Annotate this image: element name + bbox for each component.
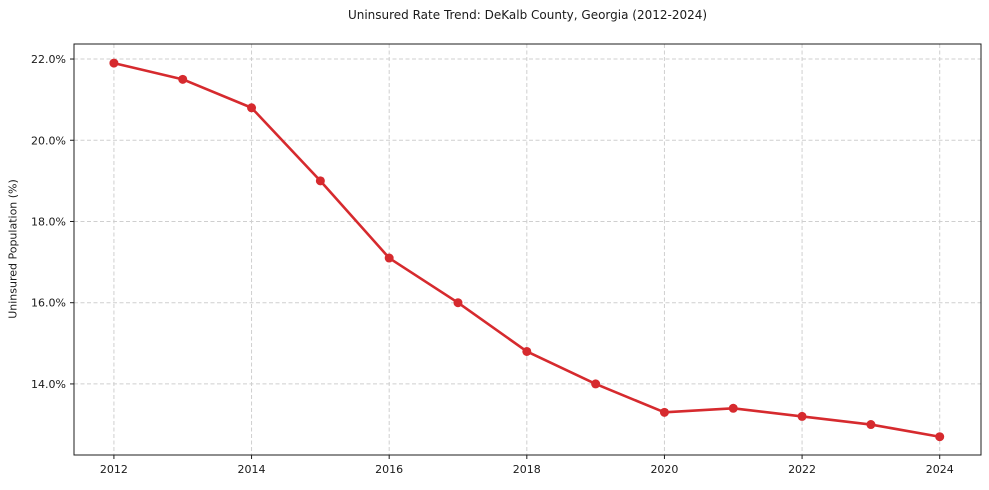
x-tick-label: 2012: [100, 463, 128, 476]
x-tick-label: 2022: [788, 463, 816, 476]
data-point-2024: [935, 432, 945, 442]
data-point-2022: [797, 411, 807, 421]
chart-title: Uninsured Rate Trend: DeKalb County, Geo…: [347, 8, 708, 22]
y-tick-label: 16.0%: [31, 297, 66, 310]
data-point-2021: [728, 403, 738, 413]
x-tick-label: 2024: [926, 463, 954, 476]
x-tick-label: 2018: [513, 463, 541, 476]
data-point-2015: [315, 176, 325, 186]
x-tick-label: 2020: [650, 463, 678, 476]
data-point-2016: [384, 253, 394, 263]
y-tick-label: 18.0%: [31, 215, 66, 228]
data-point-2018: [522, 346, 532, 356]
y-tick-label: 14.0%: [31, 378, 66, 391]
plot-border: [73, 43, 982, 456]
data-point-2017: [453, 298, 463, 308]
data-point-2013: [178, 74, 188, 84]
data-point-2023: [866, 420, 876, 430]
data-point-2019: [591, 379, 601, 389]
y-tick-label: 20.0%: [31, 134, 66, 147]
y-tick-label: 22.0%: [31, 53, 66, 66]
data-point-2020: [659, 407, 669, 417]
data-point-2014: [247, 103, 257, 113]
data-point-2012: [109, 58, 119, 68]
x-tick-label: 2014: [238, 463, 266, 476]
x-tick-label: 2016: [375, 463, 403, 476]
